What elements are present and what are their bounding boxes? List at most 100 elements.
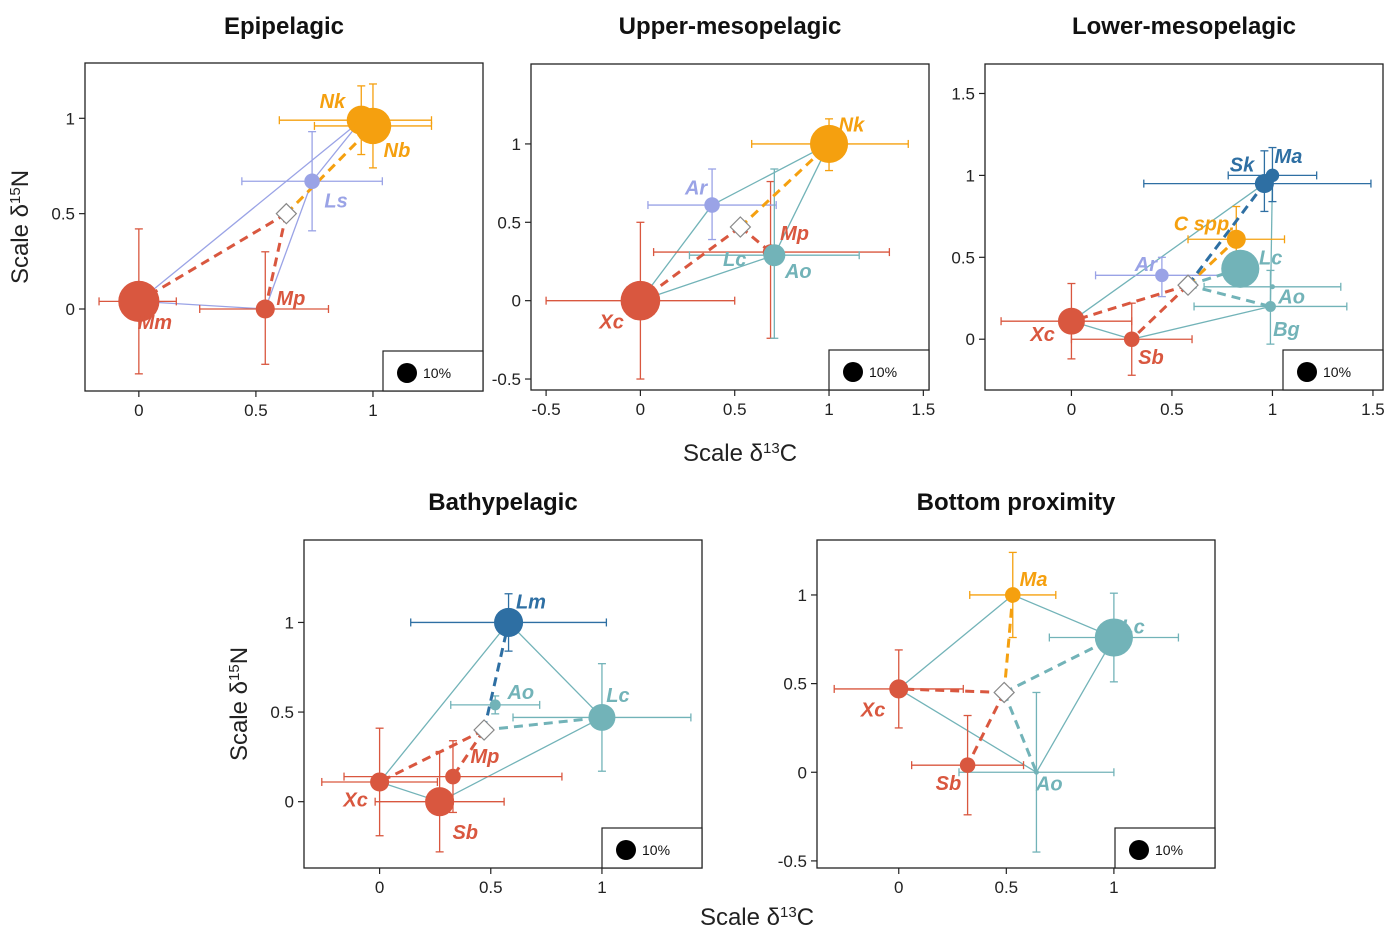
- panel-title: Bathypelagic: [428, 489, 577, 516]
- y-axis-label: Scale δ15N: [7, 170, 35, 284]
- point-label: Xc: [342, 790, 367, 812]
- data-point: [255, 299, 275, 319]
- hull-edge: [773, 143, 830, 256]
- data-point: [1221, 249, 1260, 288]
- hull-edge: [1131, 305, 1271, 340]
- axis-label-tail: C: [780, 440, 797, 467]
- size-legend-dot: [1129, 840, 1149, 860]
- x-tick-label: 0.5: [1160, 400, 1184, 419]
- data-point: [1057, 307, 1085, 335]
- panel-title: Epipelagic: [224, 13, 344, 40]
- size-legend-label: 10%: [642, 842, 670, 858]
- hull-edge: [439, 716, 603, 803]
- y-tick-label: 0.5: [497, 213, 521, 232]
- data-point: [1123, 331, 1140, 347]
- data-point: [370, 772, 390, 792]
- axis-label-main: Scale δ: [226, 681, 253, 761]
- point-label: Ma: [1275, 146, 1303, 168]
- size-legend-label: 10%: [869, 364, 897, 380]
- y-tick-label: -0.5: [492, 370, 521, 389]
- point-label: Lc: [1121, 616, 1144, 638]
- panel-title: Bottom proximity: [917, 489, 1116, 516]
- x-tick-label: 0.5: [994, 878, 1018, 897]
- panel-upper-mesopelagic: Upper-mesopelagic -0.5 0 0.5 1 1.5 -0.5 0 0.5 1 Xc…: [492, 13, 935, 419]
- data-point: [959, 757, 976, 773]
- centroid-link: [138, 212, 288, 303]
- data-point: [1033, 769, 1039, 775]
- centroid-link: [898, 687, 1005, 694]
- centroid-link: [1070, 283, 1189, 323]
- size-legend-dot: [397, 363, 417, 383]
- plot-frame: [816, 539, 1216, 869]
- data-point: [1094, 618, 1133, 657]
- point-label: Nk: [320, 91, 346, 113]
- axis-label-main: Scale δ: [700, 904, 780, 928]
- x-tick-label: 0.5: [244, 401, 268, 420]
- data-point: [425, 787, 455, 817]
- x-tick-label: 1.5: [912, 400, 936, 419]
- hull-edge: [639, 204, 713, 302]
- axis-label-sup: 13: [763, 440, 780, 457]
- hull-edge: [138, 119, 362, 302]
- centroid-link: [451, 729, 486, 778]
- point-label: Lc: [606, 685, 629, 707]
- y-tick-label: 0: [66, 300, 75, 319]
- x-tick-label: 0.5: [723, 400, 747, 419]
- centroid-link: [1186, 238, 1238, 287]
- point-label: Ao: [1035, 773, 1063, 795]
- plot-frame: [984, 63, 1384, 391]
- x-tick-label: 0: [375, 878, 384, 897]
- data-point: [1226, 229, 1246, 249]
- centroid-diamond: [729, 216, 752, 238]
- data-point: [889, 679, 909, 699]
- data-point: [704, 197, 720, 213]
- point-label: Nb: [384, 140, 411, 162]
- axis-label-tail: N: [226, 647, 253, 664]
- point-label: Ls: [324, 190, 347, 212]
- x-tick-label: 1: [597, 878, 606, 897]
- panel-bottom-proximity: Bottom proximity 0 0.5 1 -0.5 0 0.5 1 Xc Sb Ma Lc Ao…: [778, 489, 1216, 897]
- hull-edge: [898, 594, 1014, 690]
- x-tick-label: 0.5: [479, 878, 503, 897]
- point-label: Mp: [276, 288, 305, 310]
- data-point: [304, 173, 320, 190]
- point-label: Lc: [723, 249, 746, 271]
- centroid-diamond: [473, 719, 495, 741]
- hull-edge: [1071, 183, 1265, 322]
- plot-frame: [530, 63, 930, 391]
- plot-frame: [303, 539, 703, 869]
- centroid-link: [378, 728, 485, 784]
- data-point: [763, 244, 786, 267]
- centroid-link: [285, 124, 375, 215]
- axis-label-tail: C: [797, 904, 814, 928]
- centroid-link: [1002, 691, 1038, 773]
- centroid-link: [1002, 594, 1015, 693]
- y-tick-label: 0.5: [951, 248, 975, 267]
- point-label: Mm: [138, 312, 172, 334]
- point-label: C spp.: [1174, 213, 1235, 235]
- centroid-link: [263, 213, 288, 310]
- size-legend-label: 10%: [423, 365, 451, 381]
- point-label: Sb: [1138, 347, 1164, 369]
- point-label: Ao: [784, 261, 812, 283]
- data-point: [1155, 268, 1169, 283]
- shared-x-label-top: Scale δ13C: [683, 440, 797, 468]
- axis-label-sup: 13: [780, 904, 797, 921]
- y-tick-label: 0.5: [270, 703, 294, 722]
- hull-edge: [379, 622, 510, 783]
- data-point: [494, 607, 524, 637]
- axis-label-main: Scale δ: [7, 204, 34, 284]
- point-label: Ar: [1134, 254, 1158, 276]
- hull-edge: [138, 300, 266, 310]
- y-tick-label: 1: [798, 586, 807, 605]
- point-label: Ar: [684, 177, 708, 199]
- plot-frame: [84, 62, 484, 392]
- centroid-link: [1003, 636, 1115, 694]
- centroid-link: [1186, 182, 1266, 287]
- data-point: [1265, 168, 1280, 183]
- point-label: Mp: [780, 223, 809, 245]
- point-label: Sb: [936, 773, 962, 795]
- hull-edge: [264, 181, 313, 310]
- y-tick-label: 0.5: [783, 675, 807, 694]
